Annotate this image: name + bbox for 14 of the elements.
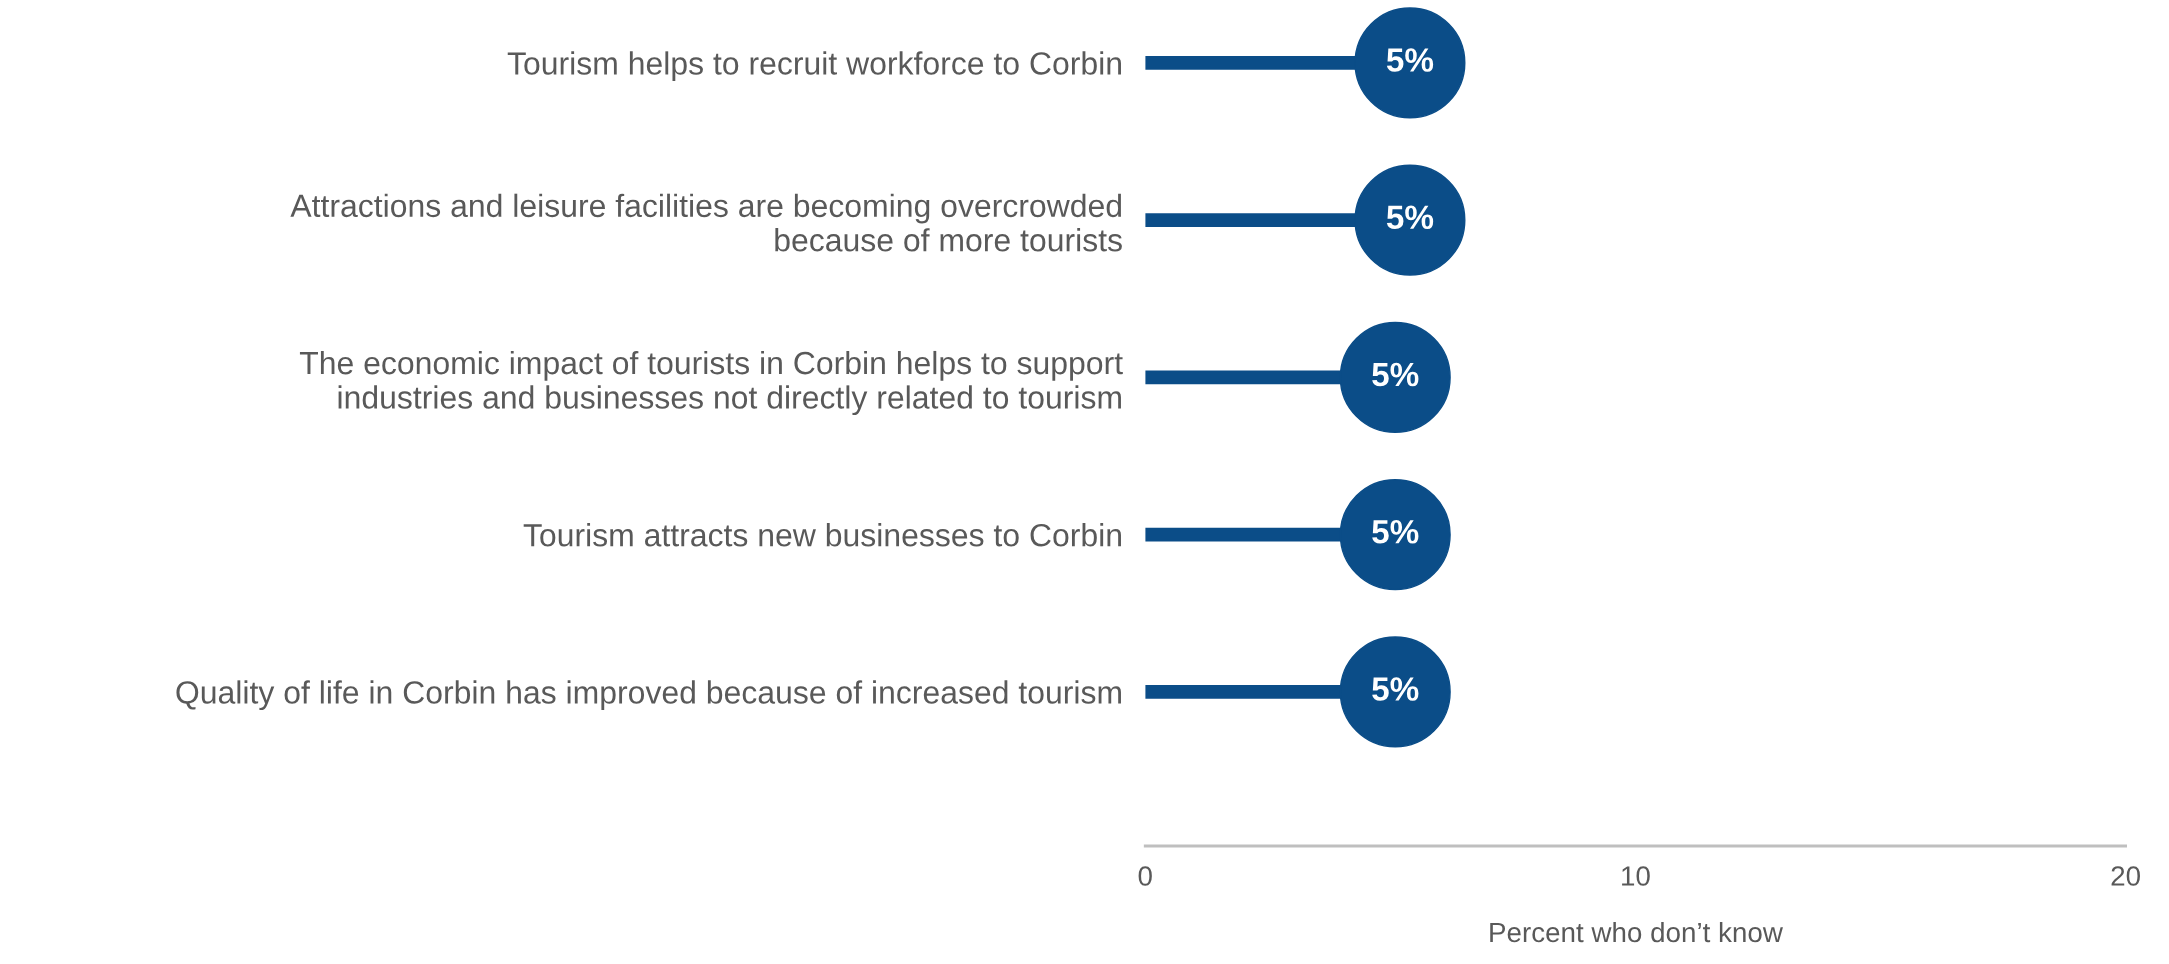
data-label: 5% <box>1372 677 1419 701</box>
data-label: 5% <box>1372 520 1419 544</box>
x-tick-label: 10 <box>1622 866 1650 886</box>
y-tick-label: Attractions and leisure facilities are becoming overcrowded because of more tourists <box>290 193 1122 252</box>
y-tick-label: Tourism helps to recruit workforce to Corbin <box>507 51 1121 82</box>
x-tick-label: 0 <box>1138 866 1152 886</box>
x-tick-label: 20 <box>2111 866 2140 886</box>
data-label: 5% <box>1386 205 1434 230</box>
y-tick-label: The economic impact of tourists in Corbin helps to support industries and businesses not directly related to tourism <box>299 350 1123 416</box>
x-axis-title: Percent who don’t know <box>1490 921 1783 943</box>
data-label: 5% <box>1372 362 1419 387</box>
y-tick-label: Tourism attracts new businesses to Corbin <box>523 523 1121 547</box>
y-tick-label: Quality of life in Corbin has improved because of increased tourism <box>176 680 1121 711</box>
data-label: 5% <box>1386 48 1434 72</box>
